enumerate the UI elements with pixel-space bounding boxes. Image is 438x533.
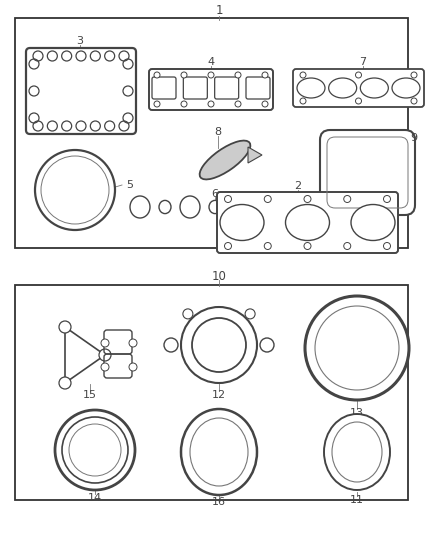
- Text: 15: 15: [83, 390, 97, 400]
- Circle shape: [235, 72, 241, 78]
- FancyBboxPatch shape: [184, 77, 207, 99]
- FancyBboxPatch shape: [320, 130, 415, 215]
- Circle shape: [245, 309, 255, 319]
- Circle shape: [59, 377, 71, 389]
- Ellipse shape: [360, 78, 389, 98]
- Circle shape: [208, 72, 214, 78]
- Ellipse shape: [259, 200, 271, 214]
- Circle shape: [235, 101, 241, 107]
- Circle shape: [208, 101, 214, 107]
- Circle shape: [192, 318, 246, 372]
- Circle shape: [262, 72, 268, 78]
- Ellipse shape: [130, 196, 150, 218]
- FancyBboxPatch shape: [217, 192, 398, 253]
- FancyBboxPatch shape: [149, 69, 273, 110]
- Text: 3: 3: [77, 36, 84, 46]
- Circle shape: [154, 101, 160, 107]
- Circle shape: [225, 196, 232, 203]
- Text: 12: 12: [212, 390, 226, 400]
- Circle shape: [225, 243, 232, 249]
- Circle shape: [101, 339, 109, 347]
- Text: 14: 14: [88, 493, 102, 503]
- Circle shape: [154, 72, 160, 78]
- Circle shape: [344, 196, 351, 203]
- Circle shape: [264, 196, 271, 203]
- Ellipse shape: [230, 196, 250, 218]
- Text: 10: 10: [212, 270, 226, 282]
- Circle shape: [344, 243, 351, 249]
- Circle shape: [35, 150, 115, 230]
- Circle shape: [411, 98, 417, 104]
- Ellipse shape: [159, 200, 171, 214]
- Circle shape: [300, 72, 306, 78]
- Ellipse shape: [280, 196, 300, 218]
- Circle shape: [181, 101, 187, 107]
- Circle shape: [264, 243, 271, 249]
- FancyBboxPatch shape: [246, 77, 270, 99]
- Circle shape: [164, 338, 178, 352]
- Circle shape: [304, 196, 311, 203]
- Circle shape: [384, 196, 391, 203]
- Text: 13: 13: [350, 408, 364, 418]
- Ellipse shape: [286, 205, 329, 240]
- Circle shape: [304, 243, 311, 249]
- Ellipse shape: [220, 205, 264, 240]
- Bar: [15, 285, 408, 500]
- Text: 11: 11: [350, 495, 364, 505]
- Text: 2: 2: [294, 181, 301, 191]
- Circle shape: [260, 338, 274, 352]
- Circle shape: [262, 101, 268, 107]
- Bar: [15, 18, 408, 248]
- Circle shape: [183, 309, 193, 319]
- FancyBboxPatch shape: [152, 77, 176, 99]
- Ellipse shape: [200, 141, 251, 180]
- Ellipse shape: [180, 196, 200, 218]
- Circle shape: [305, 296, 409, 400]
- Text: 9: 9: [410, 133, 417, 143]
- Ellipse shape: [392, 78, 420, 98]
- Ellipse shape: [297, 78, 325, 98]
- Circle shape: [356, 98, 361, 104]
- Ellipse shape: [209, 200, 221, 214]
- Circle shape: [101, 363, 109, 371]
- FancyBboxPatch shape: [293, 69, 424, 107]
- Circle shape: [356, 72, 361, 78]
- Circle shape: [99, 349, 111, 361]
- Circle shape: [129, 363, 137, 371]
- Ellipse shape: [351, 205, 395, 240]
- FancyBboxPatch shape: [26, 48, 136, 134]
- Circle shape: [59, 321, 71, 333]
- Polygon shape: [248, 147, 262, 163]
- Circle shape: [129, 339, 137, 347]
- Text: 5: 5: [127, 180, 134, 190]
- Text: 16: 16: [212, 497, 226, 507]
- Circle shape: [55, 410, 135, 490]
- Text: 4: 4: [208, 57, 215, 67]
- FancyBboxPatch shape: [215, 77, 239, 99]
- Ellipse shape: [328, 78, 357, 98]
- Ellipse shape: [324, 414, 390, 490]
- Ellipse shape: [181, 409, 257, 495]
- Circle shape: [181, 307, 257, 383]
- Text: 1: 1: [215, 4, 223, 18]
- Text: 7: 7: [360, 57, 367, 67]
- Circle shape: [300, 98, 306, 104]
- Text: 8: 8: [215, 127, 222, 137]
- Text: 6: 6: [212, 189, 219, 199]
- Circle shape: [384, 243, 391, 249]
- Circle shape: [411, 72, 417, 78]
- Circle shape: [181, 72, 187, 78]
